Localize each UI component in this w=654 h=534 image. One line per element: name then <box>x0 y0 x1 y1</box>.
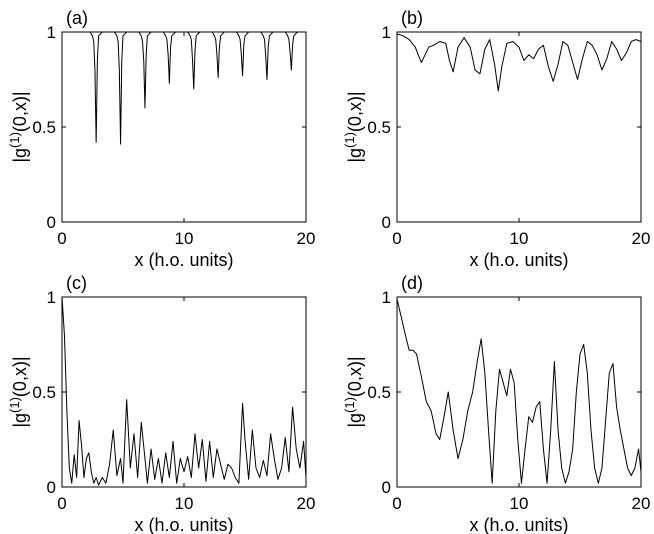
x-tick-label: 10 <box>175 494 194 513</box>
y-tick-label: 1 <box>47 288 56 307</box>
y-tick-label: 0 <box>382 478 391 497</box>
panel-label: (a) <box>66 8 88 28</box>
y-tick-label: 0.5 <box>367 118 391 137</box>
y-tick-label: 0.5 <box>367 383 391 402</box>
panel-label: (d) <box>401 273 423 293</box>
series-line <box>396 33 642 92</box>
y-tick-label: 0.5 <box>32 383 56 402</box>
y-tick-label: 1 <box>47 23 56 42</box>
panel-b: 0 10 20 0 0.5 1 x (h.o. units) |g(1)(0,x)| (b) <box>342 8 650 270</box>
x-axis-label: x (h.o. units) <box>469 515 568 534</box>
y-tick-label: 1 <box>382 23 391 42</box>
panel-d: 0 10 20 0 0.5 1 x (h.o. units) |g(1)(0,x)| (d) <box>342 273 650 534</box>
plot-frame <box>61 31 307 223</box>
panel-c: 0 10 20 0 0.5 1 x (h.o. units) |g(1)(0,x)| (c) <box>7 273 315 534</box>
panel-label: (c) <box>66 273 87 293</box>
series-line <box>61 296 307 486</box>
y-axis-label: |g(1)(0,x)| <box>7 356 30 427</box>
x-tick-label: 0 <box>57 494 66 513</box>
x-tick-label: 20 <box>297 229 316 248</box>
x-tick-label: 0 <box>57 229 66 248</box>
x-axis-label: x (h.o. units) <box>134 515 233 534</box>
x-tick-label: 0 <box>392 229 401 248</box>
x-tick-label: 0 <box>392 494 401 513</box>
y-tick-label: 0.5 <box>32 118 56 137</box>
y-axis-label: |g(1)(0,x)| <box>7 91 30 162</box>
x-tick-label: 20 <box>297 494 316 513</box>
x-axis-label: x (h.o. units) <box>134 250 233 270</box>
y-axis-label: |g(1)(0,x)| <box>342 91 365 162</box>
x-tick-label: 20 <box>632 229 651 248</box>
plot-frame <box>396 31 642 223</box>
plot-frame <box>61 296 307 488</box>
x-axis-label: x (h.o. units) <box>469 250 568 270</box>
x-tick-label: 10 <box>510 494 529 513</box>
series-line <box>62 31 306 145</box>
x-tick-label: 10 <box>175 229 194 248</box>
x-tick-label: 20 <box>632 494 651 513</box>
y-tick-label: 0 <box>47 478 56 497</box>
x-tick-label: 10 <box>510 229 529 248</box>
panel-a: 0 10 20 0 0.5 1 x (h.o. units) |g(1)(0,x)| (a) <box>7 8 315 270</box>
panel-label: (b) <box>401 8 423 28</box>
y-axis-label: |g(1)(0,x)| <box>342 356 365 427</box>
y-tick-label: 0 <box>47 213 56 232</box>
y-tick-label: 1 <box>382 288 391 307</box>
y-tick-label: 0 <box>382 213 391 232</box>
series-line <box>396 298 642 484</box>
